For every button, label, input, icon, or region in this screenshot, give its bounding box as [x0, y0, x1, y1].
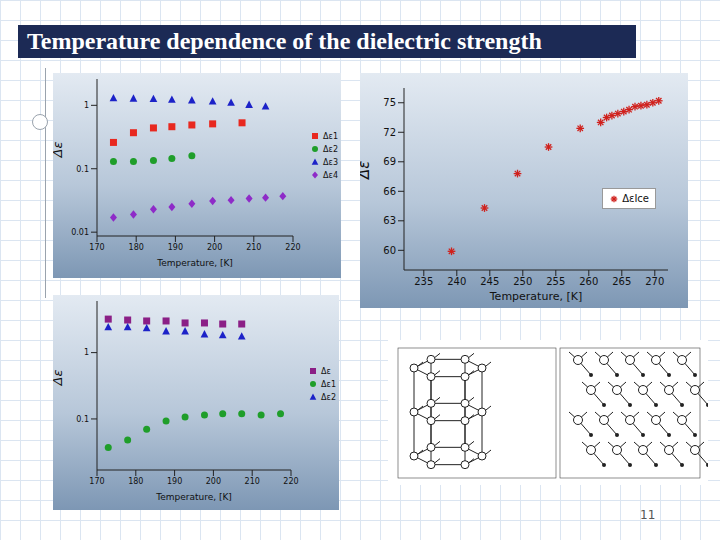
html-text:11: 11: [640, 508, 656, 522]
svg-text:235: 235: [414, 276, 433, 287]
svg-text:200: 200: [206, 477, 221, 486]
svg-text:0.1: 0.1: [76, 415, 89, 424]
svg-text:270: 270: [645, 276, 664, 287]
svg-text:0.1: 0.1: [76, 165, 89, 174]
html-text:Δε3: Δε3: [323, 157, 338, 167]
html-text:Δε4: Δε4: [323, 170, 338, 180]
svg-text:63: 63: [383, 215, 396, 226]
svg-text:69: 69: [383, 156, 396, 167]
svg-text:210: 210: [245, 477, 260, 486]
svg-text:180: 180: [128, 477, 143, 486]
svg-text:Temperature, [K]: Temperature, [K]: [156, 258, 233, 268]
svg-text:170: 170: [89, 243, 104, 252]
svg-text:Temperature, [K]: Temperature, [K]: [155, 492, 232, 502]
svg-text:72: 72: [383, 127, 396, 138]
svg-text:245: 245: [480, 276, 499, 287]
html-text:Δε2: Δε2: [321, 392, 336, 402]
svg-text:66: 66: [383, 186, 396, 197]
svg-text:75: 75: [383, 97, 396, 108]
svg-text:Temperature, [K]: Temperature, [K]: [489, 290, 582, 303]
svg-text:Δε: Δε: [53, 142, 65, 159]
svg-text:200: 200: [207, 243, 222, 252]
svg-text:1: 1: [84, 348, 89, 357]
svg-text:170: 170: [89, 477, 104, 486]
html-text:Δε: Δε: [321, 366, 331, 376]
svg-text:Δε: Δε: [360, 161, 373, 180]
html-text:Δε1: Δε1: [323, 131, 338, 141]
svg-text:265: 265: [612, 276, 631, 287]
svg-text:210: 210: [246, 243, 261, 252]
svg-text:190: 190: [168, 243, 183, 252]
svg-text:220: 220: [283, 477, 298, 486]
html-text:ΔεIce: ΔεIce: [622, 193, 649, 205]
html-text:Δε2: Δε2: [323, 144, 338, 154]
svg-text:220: 220: [285, 243, 300, 252]
html-text:Δε1: Δε1: [321, 379, 336, 389]
html-text:Temperature dependence of the: Temperature dependence of the dielectric…: [27, 28, 542, 54]
svg-text:190: 190: [167, 477, 182, 486]
svg-text:250: 250: [513, 276, 532, 287]
svg-text:260: 260: [579, 276, 598, 287]
svg-text:Δε: Δε: [53, 370, 65, 387]
svg-text:255: 255: [546, 276, 565, 287]
svg-text:180: 180: [129, 243, 144, 252]
svg-text:240: 240: [447, 276, 466, 287]
svg-text:0.01: 0.01: [71, 228, 89, 237]
svg-text:1: 1: [84, 101, 89, 110]
svg-text:60: 60: [383, 245, 396, 256]
